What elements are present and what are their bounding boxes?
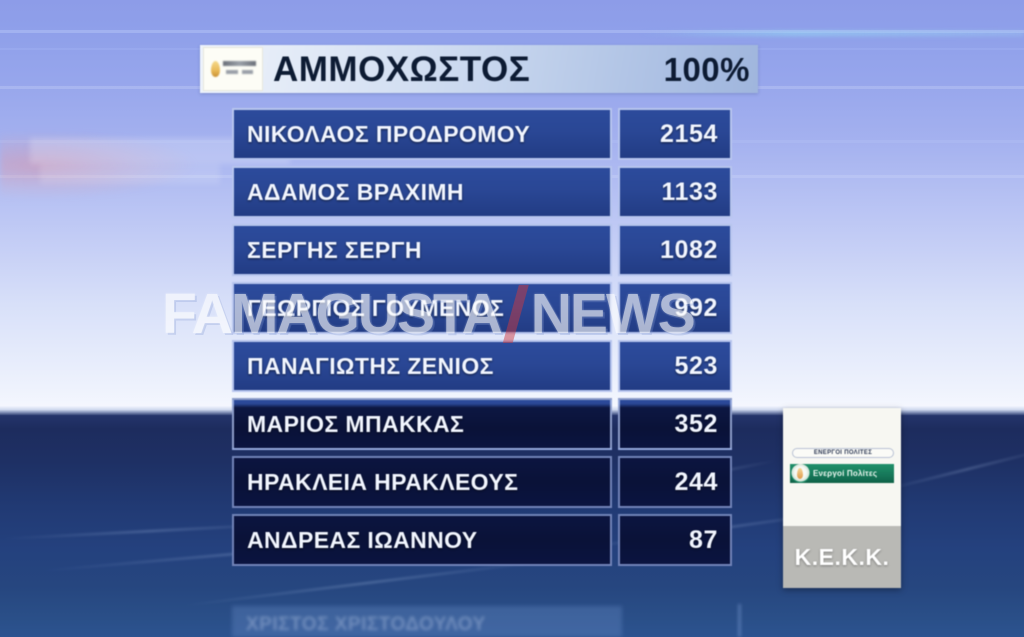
party-logo-zone: ΕΝΕΡΓΟΙ ΠΟΛΙΤΕΣ Ενεργοί Πολίτες bbox=[783, 408, 901, 526]
vote-count: 523 bbox=[674, 351, 718, 380]
candidate-name-cell: ΑΔΑΜΟΣ ΒΡΑΧΙΜΗ bbox=[232, 166, 612, 218]
vote-count-cell: 523 bbox=[618, 340, 732, 392]
incoming-graphic-ghost-divider bbox=[738, 604, 741, 637]
vote-count: 244 bbox=[674, 467, 718, 496]
flame-logo-icon bbox=[203, 47, 263, 91]
logo-text-line-1 bbox=[223, 61, 256, 66]
flame-glyph bbox=[211, 61, 220, 77]
party-board-kekk: ΕΝΕΡΓΟΙ ΠΟΛΙΤΕΣ Ενεργοί Πολίτες Κ.Ε.Κ.Κ. bbox=[783, 408, 901, 588]
logo-text-line-3 bbox=[242, 70, 253, 74]
incoming-graphic-ghost bbox=[232, 606, 622, 637]
ghost-red-artifact bbox=[0, 130, 200, 200]
candidate-name-cell: ΜΑΡΙΟΣ ΜΠΑΚΚΑΣ bbox=[232, 398, 612, 450]
table-row: ΑΝΔΡΕΑΣ ΙΩΑΝΝΟΥ 87 bbox=[232, 514, 732, 566]
candidate-name: ΠΑΝΑΓΙΩΤΗΣ ΖΕΝΙΟΣ bbox=[247, 352, 494, 379]
candidate-name-cell: ΝΙΚΟΛΑΟΣ ΠΡΟΔΡΟΜΟΥ bbox=[232, 108, 612, 160]
ghost-row-artifact-2 bbox=[40, 164, 220, 184]
flame-seal-icon bbox=[791, 464, 810, 483]
logo-text-line-2 bbox=[226, 70, 238, 74]
vote-count-cell: 992 bbox=[618, 282, 732, 334]
candidate-name-cell: ΓΕΩΡΓΙΟΣ ΓΟΥΜΕΝΟΣ bbox=[232, 282, 612, 334]
candidate-name: ΓΕΩΡΓΙΟΣ ΓΟΥΜΕΝΟΣ bbox=[247, 294, 505, 321]
incoming-graphic-ghost-text: ΧΡΙΣΤΟΣ ΧΡΙΣΤΟΔΟΥΛΟΥ bbox=[246, 614, 486, 634]
candidate-name: ΝΙΚΟΛΑΟΣ ΠΡΟΔΡΟΜΟΥ bbox=[247, 120, 531, 147]
party-logo-band: Ενεργοί Πολίτες bbox=[790, 464, 894, 483]
vote-count-cell: 2154 bbox=[618, 108, 732, 160]
candidate-name-cell: ΠΑΝΑΓΙΩΤΗΣ ΖΕΝΙΟΣ bbox=[232, 340, 612, 392]
candidate-name-cell: ΗΡΑΚΛΕΙΑ ΗΡΑΚΛΕΟΥΣ bbox=[232, 456, 612, 508]
vote-count: 87 bbox=[688, 525, 718, 554]
table-row: ΓΕΩΡΓΙΟΣ ΓΟΥΜΕΝΟΣ 992 bbox=[232, 282, 732, 334]
table-row: ΑΔΑΜΟΣ ΒΡΑΧΙΜΗ 1133 bbox=[232, 166, 732, 218]
candidate-name-cell: ΣΕΡΓΗΣ ΣΕΡΓΗ bbox=[232, 224, 612, 276]
party-band-text: Ενεργοί Πολίτες bbox=[813, 469, 878, 478]
vote-count: 2154 bbox=[659, 119, 718, 148]
table-row: ΝΙΚΟΛΑΟΣ ΠΡΟΔΡΟΜΟΥ 2154 bbox=[232, 108, 732, 160]
party-tagline: ΕΝΕΡΓΟΙ ΠΟΛΙΤΕΣ bbox=[792, 448, 894, 458]
table-row: ΣΕΡΓΗΣ ΣΕΡΓΗ 1082 bbox=[232, 224, 732, 276]
party-abbreviation: Κ.Ε.Κ.Κ. bbox=[794, 543, 890, 570]
district-header-bar: ΑΜΜΟΧΩΣΤΟΣ 100% bbox=[200, 45, 758, 93]
vote-count-cell: 1133 bbox=[618, 166, 732, 218]
results-table: ΝΙΚΟΛΑΟΣ ΠΡΟΔΡΟΜΟΥ 2154 ΑΔΑΜΟΣ ΒΡΑΧΙΜΗ 1133… bbox=[232, 108, 732, 572]
vote-count: 992 bbox=[674, 293, 718, 322]
vote-count-cell: 244 bbox=[618, 456, 732, 508]
vote-count-cell: 87 bbox=[618, 514, 732, 566]
candidate-name: ΜΑΡΙΟΣ ΜΠΑΚΚΑΣ bbox=[247, 410, 465, 437]
candidate-name: ΣΕΡΓΗΣ ΣΕΡΓΗ bbox=[247, 236, 422, 263]
table-row: ΜΑΡΙΟΣ ΜΠΑΚΚΑΣ 352 bbox=[232, 398, 732, 450]
percent-counted: 100% bbox=[663, 50, 750, 88]
vote-count: 352 bbox=[674, 409, 718, 438]
table-row: ΗΡΑΚΛΕΙΑ ΗΡΑΚΛΕΟΥΣ 244 bbox=[232, 456, 732, 508]
party-footer: Κ.Ε.Κ.Κ. bbox=[783, 526, 901, 588]
candidate-name: ΑΝΔΡΕΑΣ ΙΩΑΝΝΟΥ bbox=[247, 526, 478, 553]
vote-count: 1133 bbox=[661, 177, 718, 206]
vote-count: 1082 bbox=[659, 235, 718, 264]
table-row: ΠΑΝΑΓΙΩΤΗΣ ΖΕΝΙΟΣ 523 bbox=[232, 340, 732, 392]
candidate-name-cell: ΑΝΔΡΕΑΣ ΙΩΑΝΝΟΥ bbox=[232, 514, 612, 566]
district-name: ΑΜΜΟΧΩΣΤΟΣ bbox=[273, 49, 531, 89]
candidate-name: ΑΔΑΜΟΣ ΒΡΑΧΙΜΗ bbox=[247, 178, 464, 205]
vote-count-cell: 1082 bbox=[618, 224, 732, 276]
candidate-name: ΗΡΑΚΛΕΙΑ ΗΡΑΚΛΕΟΥΣ bbox=[247, 468, 519, 495]
vote-count-cell: 352 bbox=[618, 398, 732, 450]
cyan-streak-artifact bbox=[640, 31, 1024, 36]
